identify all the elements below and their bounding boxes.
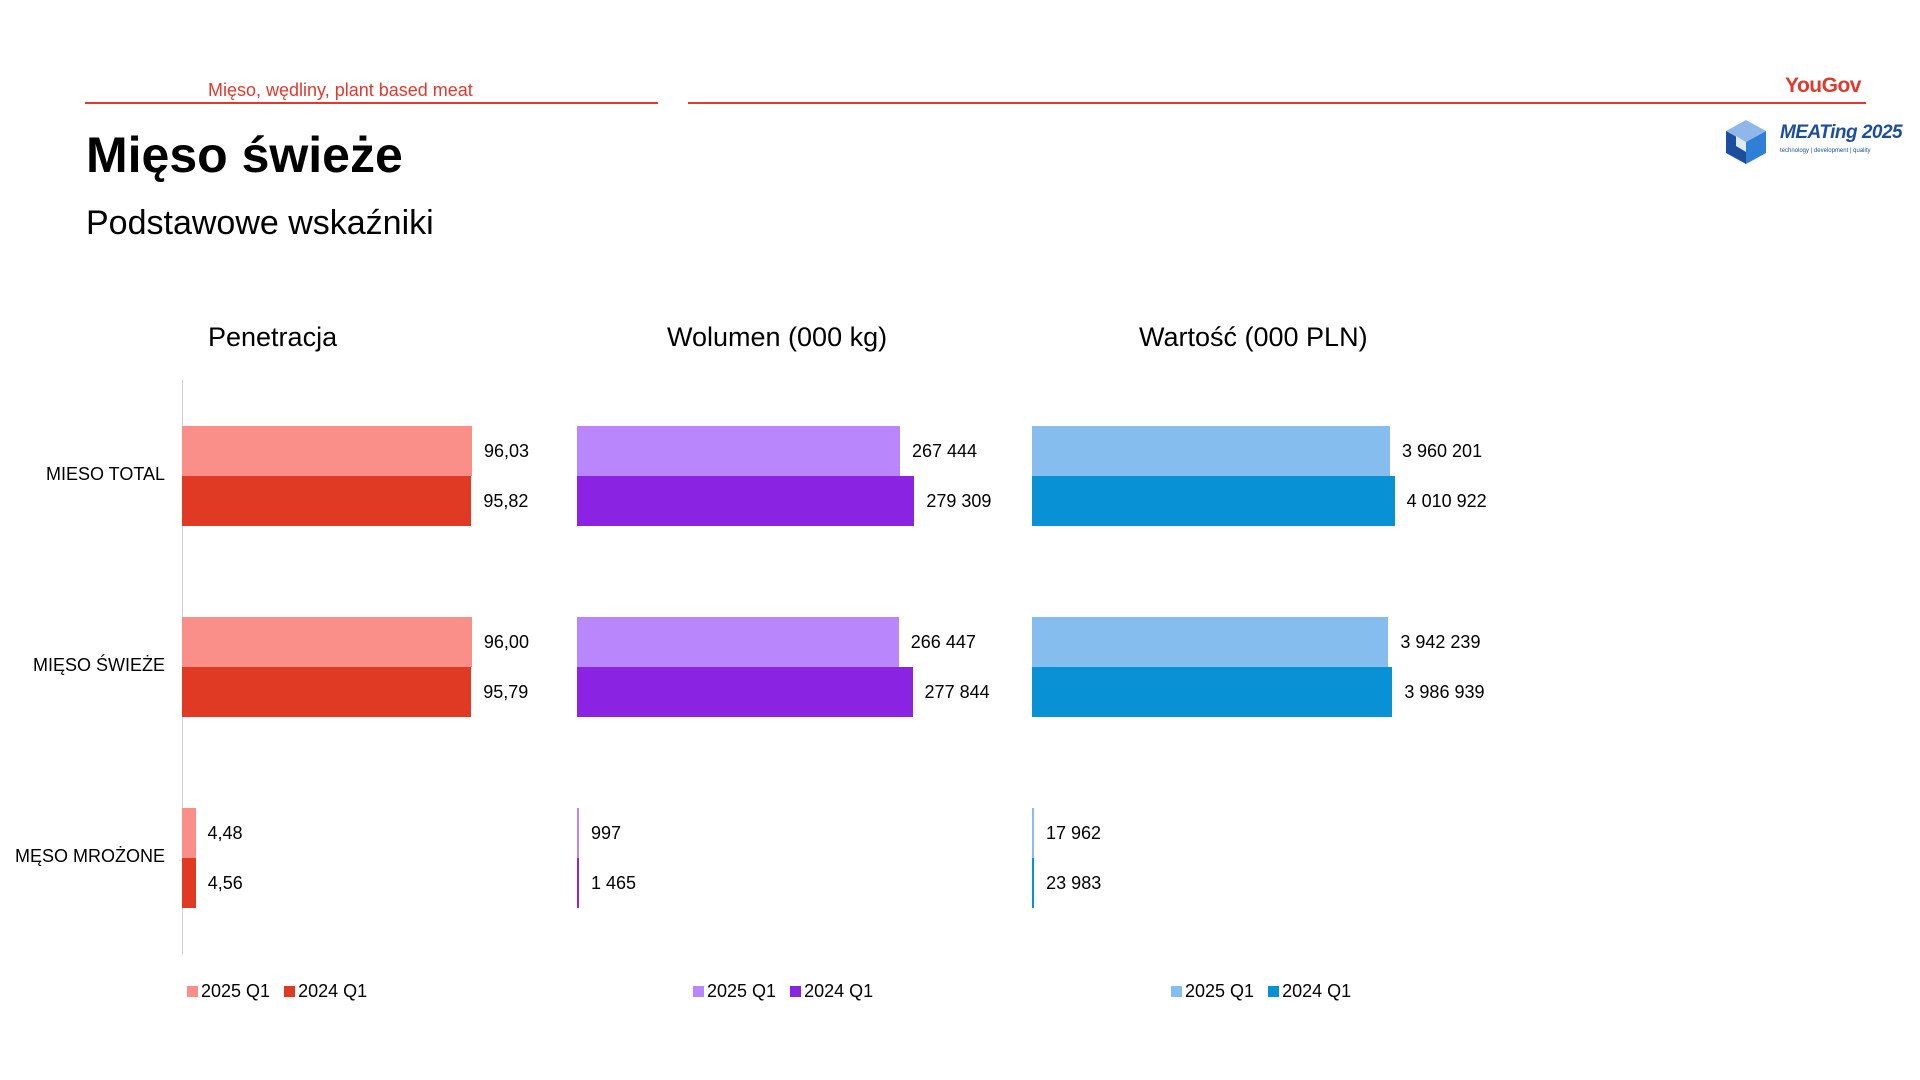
legend-swatch: [284, 986, 296, 997]
bar-wartosc-2024-q1: [1032, 858, 1035, 908]
data-label: 1 465: [591, 873, 637, 893]
bar-wolumen-2025-q1: [577, 617, 899, 667]
legend-label: 2024 Q1: [1282, 981, 1352, 1001]
yougov-logo: YouGov: [1785, 74, 1861, 97]
section-label: Mięso, wędliny, plant based meat: [208, 80, 473, 100]
legend-penetracja: 2025 Q1 2024 Q1: [187, 981, 381, 1002]
bar-wolumen-2025-q1: [577, 808, 579, 858]
legend-item: 2024 Q1: [284, 981, 367, 1002]
legend-wolumen: 2025 Q1 2024 Q1: [693, 981, 887, 1002]
legend-item: 2024 Q1: [790, 981, 873, 1002]
data-label: 267 444: [912, 441, 978, 461]
bar-wartosc-2025-q1: [1032, 617, 1389, 667]
data-label: 17 962: [1046, 823, 1102, 843]
legend-wartosc: 2025 Q1 2024 Q1: [1171, 981, 1365, 1002]
legend-swatch: [1171, 986, 1182, 997]
data-label: 3 942 239: [1400, 632, 1481, 652]
bar-wolumen-2025-q1: [577, 426, 900, 476]
bar-wolumen-2024-q1: [577, 667, 913, 717]
legend-label: 2025 Q1: [707, 981, 777, 1001]
data-label: 279 309: [926, 491, 992, 511]
panel-title-wartosc: Wartość (000 PLN): [1139, 322, 1368, 352]
data-label: 3 986 939: [1404, 682, 1485, 702]
legend-swatch: [693, 986, 704, 997]
bar-wolumen-2024-q1: [577, 476, 915, 526]
legend-label: 2024 Q1: [298, 981, 368, 1001]
legend-label: 2024 Q1: [804, 981, 874, 1001]
page-subtitle: Podstawowe wskaźniki: [86, 204, 434, 242]
header-line-left: [85, 102, 658, 104]
meating-logo: MEATing 2025 technology | development | …: [1722, 118, 1903, 166]
data-label: 277 844: [924, 682, 990, 702]
bar-penetracja-2025-q1: [182, 617, 472, 667]
data-label: 266 447: [910, 632, 976, 652]
data-label: 23 983: [1046, 873, 1102, 893]
bar-penetracja-2024-q1: [182, 667, 472, 717]
legend-item: 2025 Q1: [1171, 981, 1254, 1002]
bar-wartosc-2025-q1: [1032, 808, 1034, 858]
data-label: 95,79: [483, 682, 529, 702]
logo-subtext: technology | development | quality: [1780, 148, 1871, 154]
header-line-right: [688, 102, 1866, 104]
legend-swatch: [1268, 986, 1280, 997]
data-label: 997: [591, 823, 622, 843]
legend-swatch: [790, 986, 802, 997]
bar-wolumen-2024-q1: [577, 858, 579, 908]
bar-penetracja-2024-q1: [182, 476, 472, 526]
bar-wartosc-2024-q1: [1032, 667, 1393, 717]
data-label: 96,00: [483, 632, 529, 652]
cube-icon: [1726, 120, 1766, 164]
legend-item: 2024 Q1: [1268, 981, 1351, 1002]
logo-text: MEATing 2025: [1780, 122, 1903, 143]
category-label: MĘSO MROŻONE: [14, 846, 165, 866]
legend-label: 2025 Q1: [1185, 981, 1255, 1001]
data-label: 4,56: [207, 873, 243, 893]
data-label: 4 010 922: [1406, 491, 1487, 511]
legend-item: 2025 Q1: [187, 981, 270, 1002]
bar-wartosc-2025-q1: [1032, 426, 1390, 476]
legend-item: 2025 Q1: [693, 981, 776, 1002]
category-label: MIĘSO ŚWIEŻE: [32, 655, 165, 675]
bar-penetracja-2024-q1: [182, 858, 196, 908]
category-label: MIESO TOTAL: [45, 464, 165, 484]
panel-title-penetracja: Penetracja: [208, 322, 338, 352]
panel-title-wolumen: Wolumen (000 kg): [667, 322, 888, 352]
legend-swatch: [187, 986, 198, 997]
data-label: 95,82: [483, 491, 529, 511]
data-label: 4,48: [207, 823, 243, 843]
data-label: 3 960 201: [1402, 441, 1483, 461]
bar-penetracja-2025-q1: [182, 808, 196, 858]
bar-penetracja-2025-q1: [182, 426, 472, 476]
legend-label: 2025 Q1: [201, 981, 271, 1001]
bar-wartosc-2024-q1: [1032, 476, 1395, 526]
page-title: Mięso świeże: [86, 127, 403, 183]
data-label: 96,03: [484, 441, 530, 461]
